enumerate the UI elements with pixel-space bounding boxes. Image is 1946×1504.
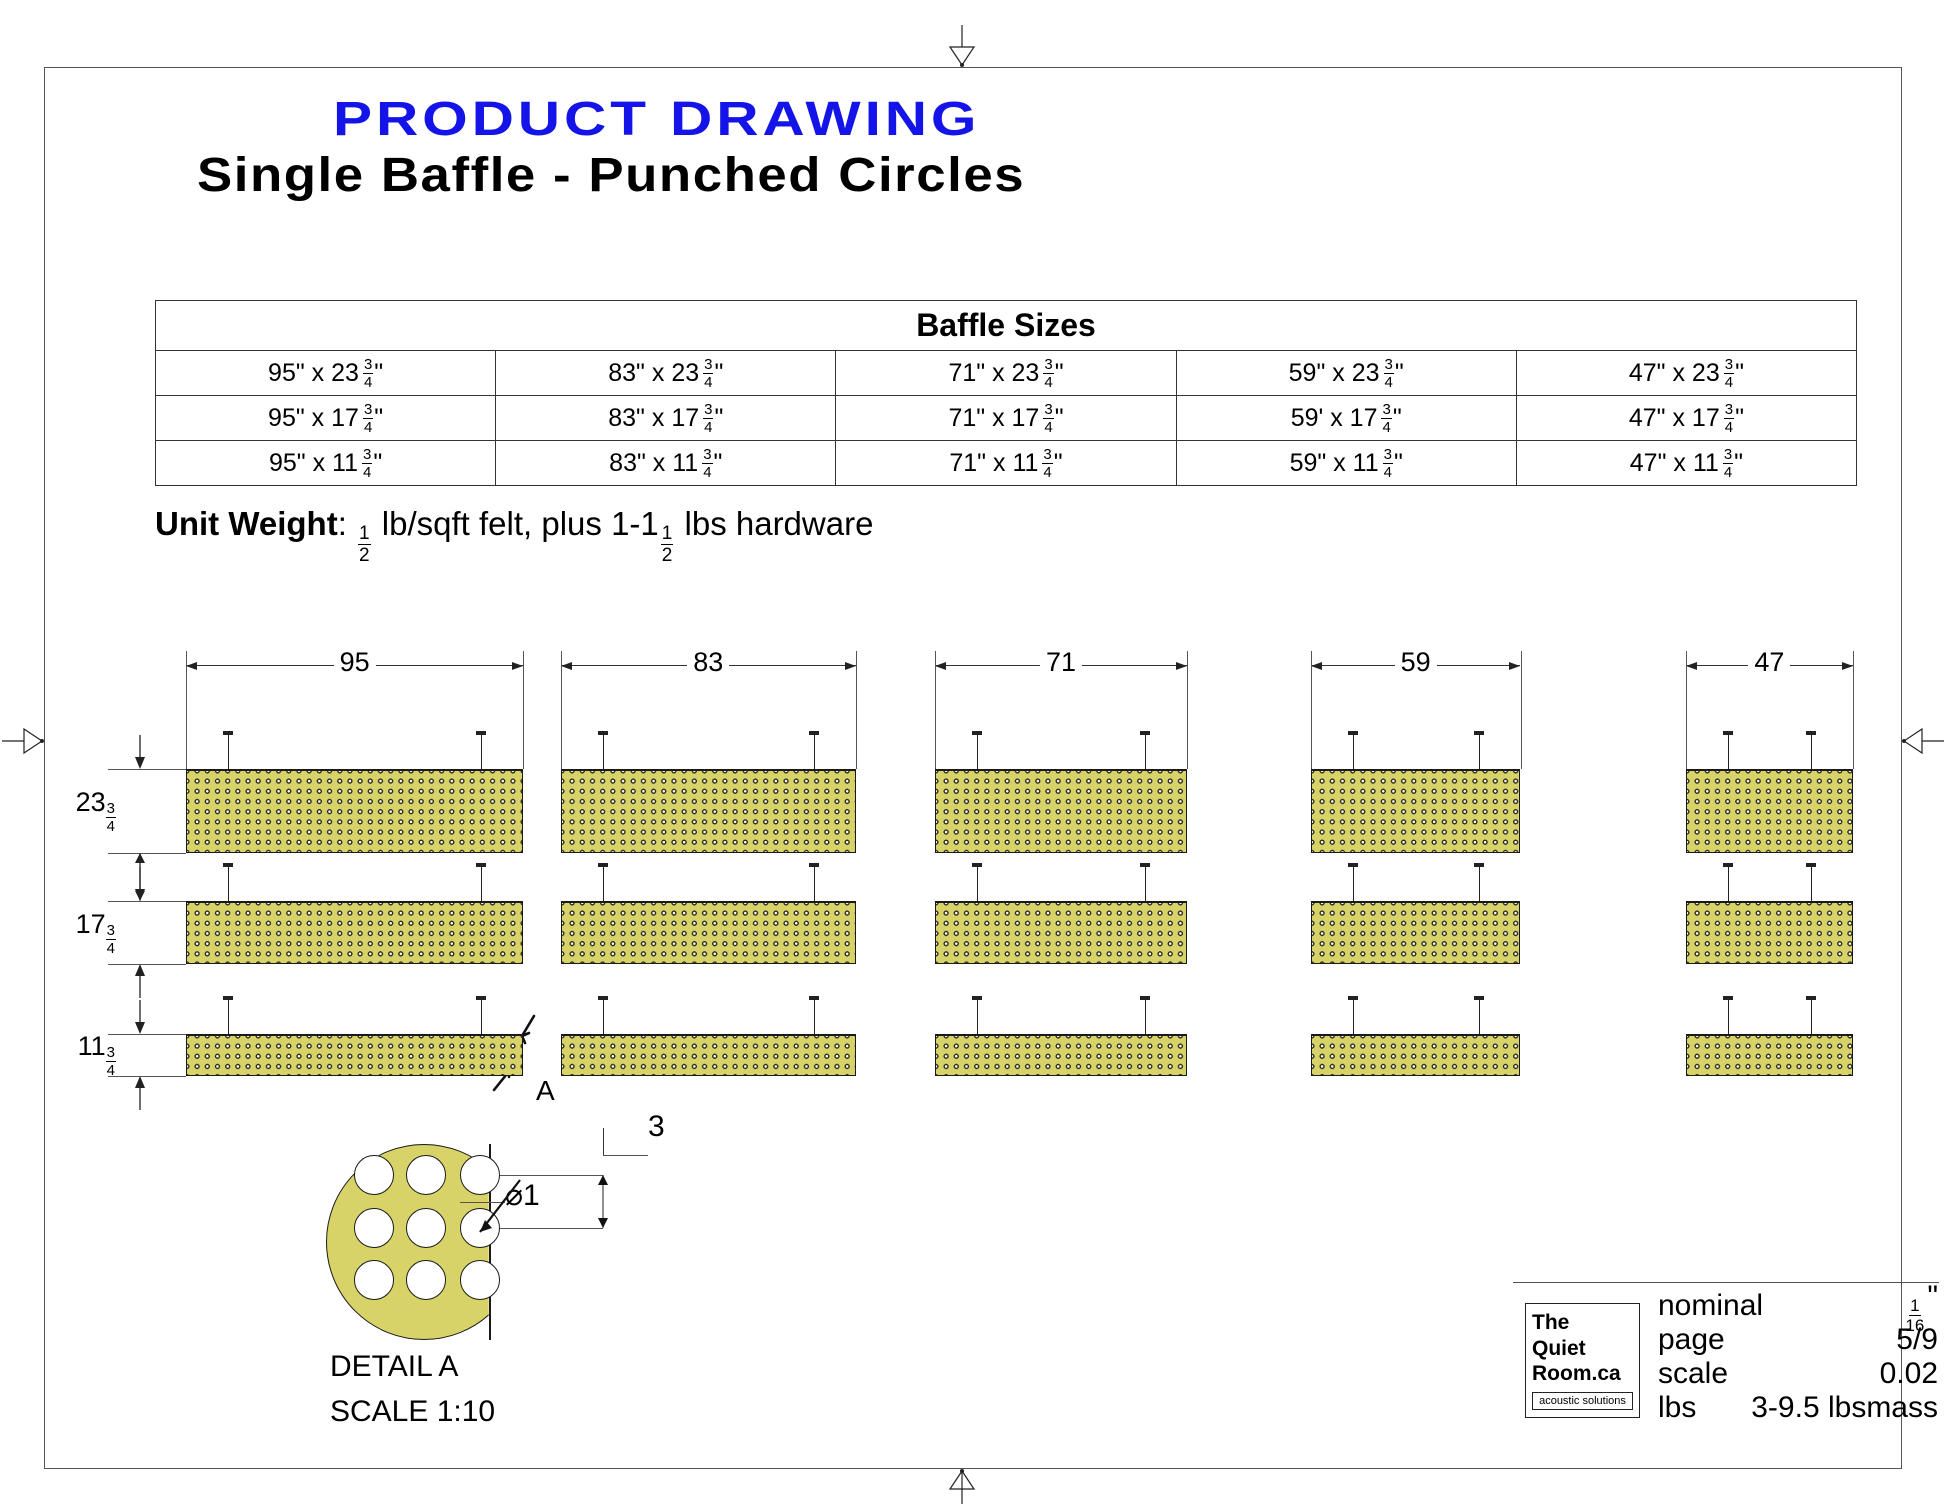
svg-text:A: A	[536, 1075, 555, 1106]
